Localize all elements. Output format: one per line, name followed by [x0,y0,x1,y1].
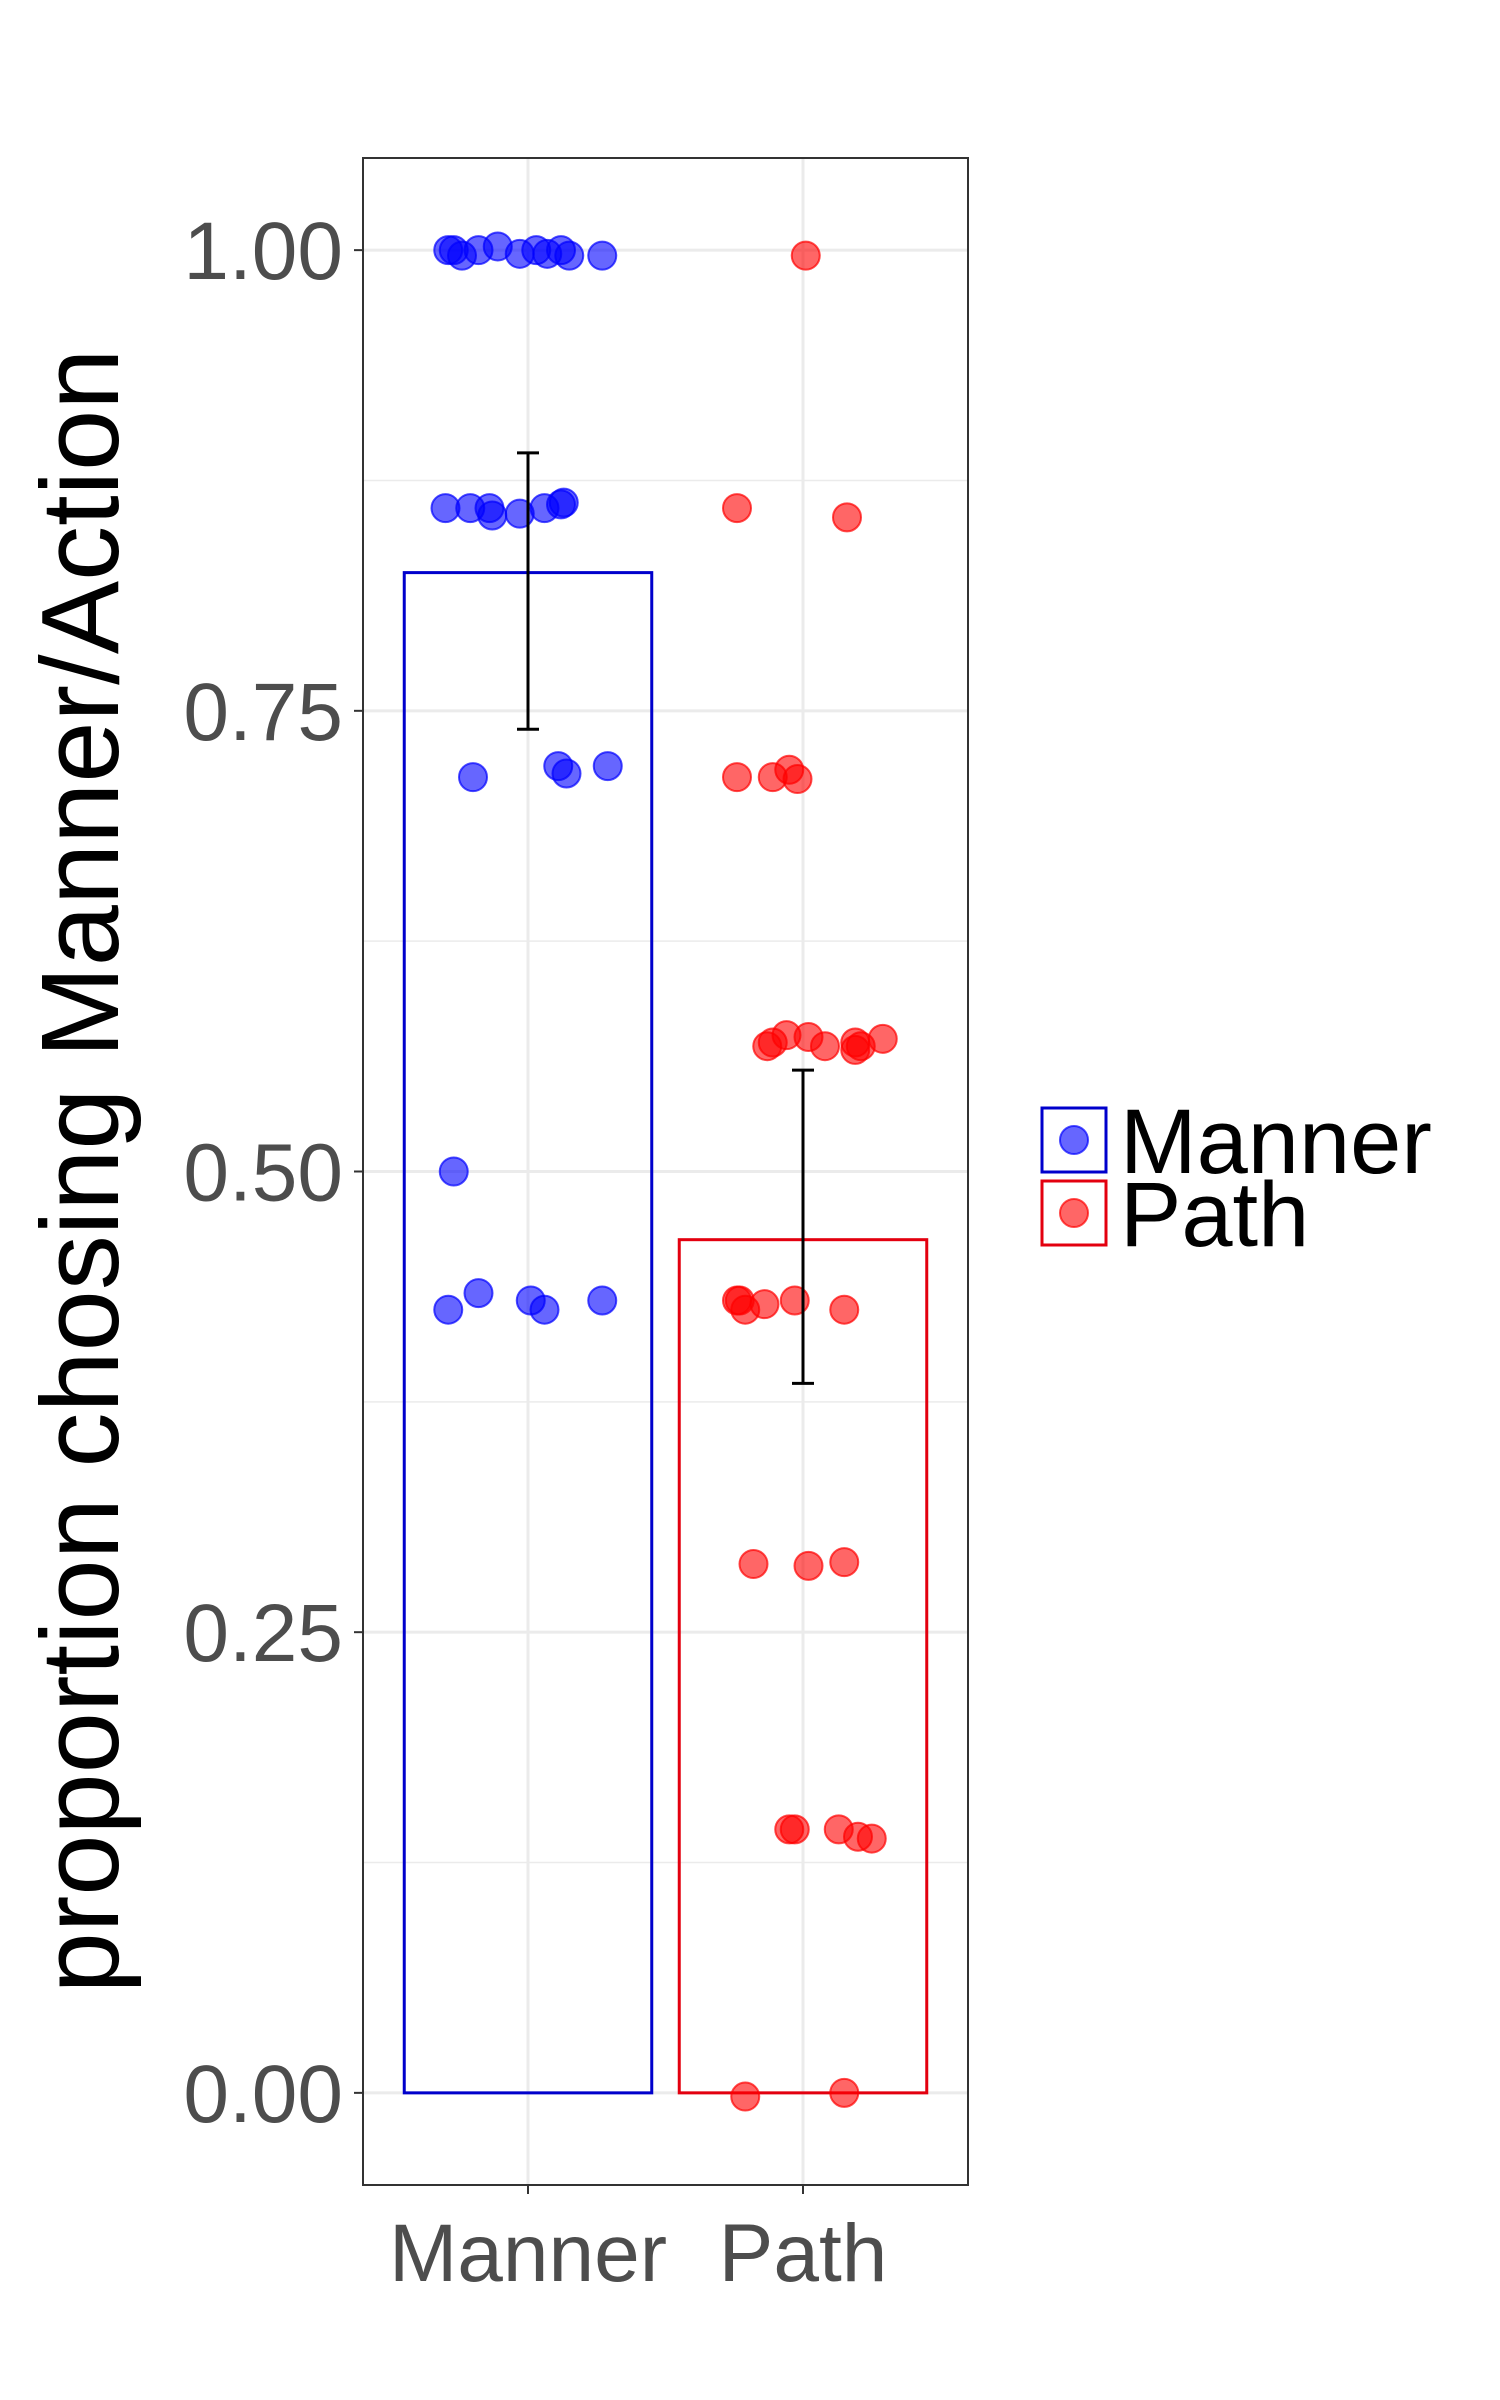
point-manner [592,751,623,782]
y-tick-label: 0.00 [183,2049,343,2140]
point-path [730,2081,761,2112]
point-manner [433,1294,464,1325]
point-manner [438,1156,469,1187]
point-path [790,240,821,271]
legend-key-point [1059,1125,1089,1155]
x-tick-label: Manner [389,2208,667,2299]
y-tick-label: 1.00 [183,206,343,297]
point-manner [504,498,535,529]
error-bars [517,451,814,1385]
point-path [722,762,752,793]
data-points [430,231,898,2112]
point-path [829,1547,860,1578]
legend-item-path: Path [1040,1164,1309,1266]
point-manner [548,487,579,518]
point-path [782,763,813,794]
point-path [829,1294,860,1325]
point-path [793,1550,824,1581]
point-path [829,2077,860,2108]
point-manner [463,1278,494,1309]
legend-label: Manner [1120,1091,1432,1193]
legend-item-manner: Manner [1040,1091,1432,1193]
y-tick-label: 0.75 [183,667,343,758]
point-path [832,502,862,533]
y-axis-title: proportion chosing Manner/Action [19,349,142,1994]
axes: 0.00 0.25 0.50 0.75 1.00 Manner Path [183,206,887,2299]
point-manner [554,240,585,271]
point-path [779,1814,810,1845]
legend-label: Path [1120,1164,1309,1266]
point-manner [587,1285,618,1316]
point-manner [477,500,508,531]
point-manner [551,758,582,789]
point-path [779,1285,810,1316]
point-manner [529,1294,560,1325]
error-bar-path [792,1068,814,1385]
y-tick-label: 0.25 [183,1588,343,1679]
point-path [856,1823,887,1854]
point-path [810,1031,840,1062]
point-manner [587,240,618,271]
x-tick-label: Path [719,2208,888,2299]
legend-key-point [1059,1198,1089,1228]
point-path [722,493,752,524]
point-manner [458,762,488,793]
y-tick-label: 0.50 [183,1128,343,1219]
point-path [749,1289,780,1320]
point-path [738,1549,769,1580]
error-bar-manner [517,451,539,731]
point-path [867,1023,898,1054]
